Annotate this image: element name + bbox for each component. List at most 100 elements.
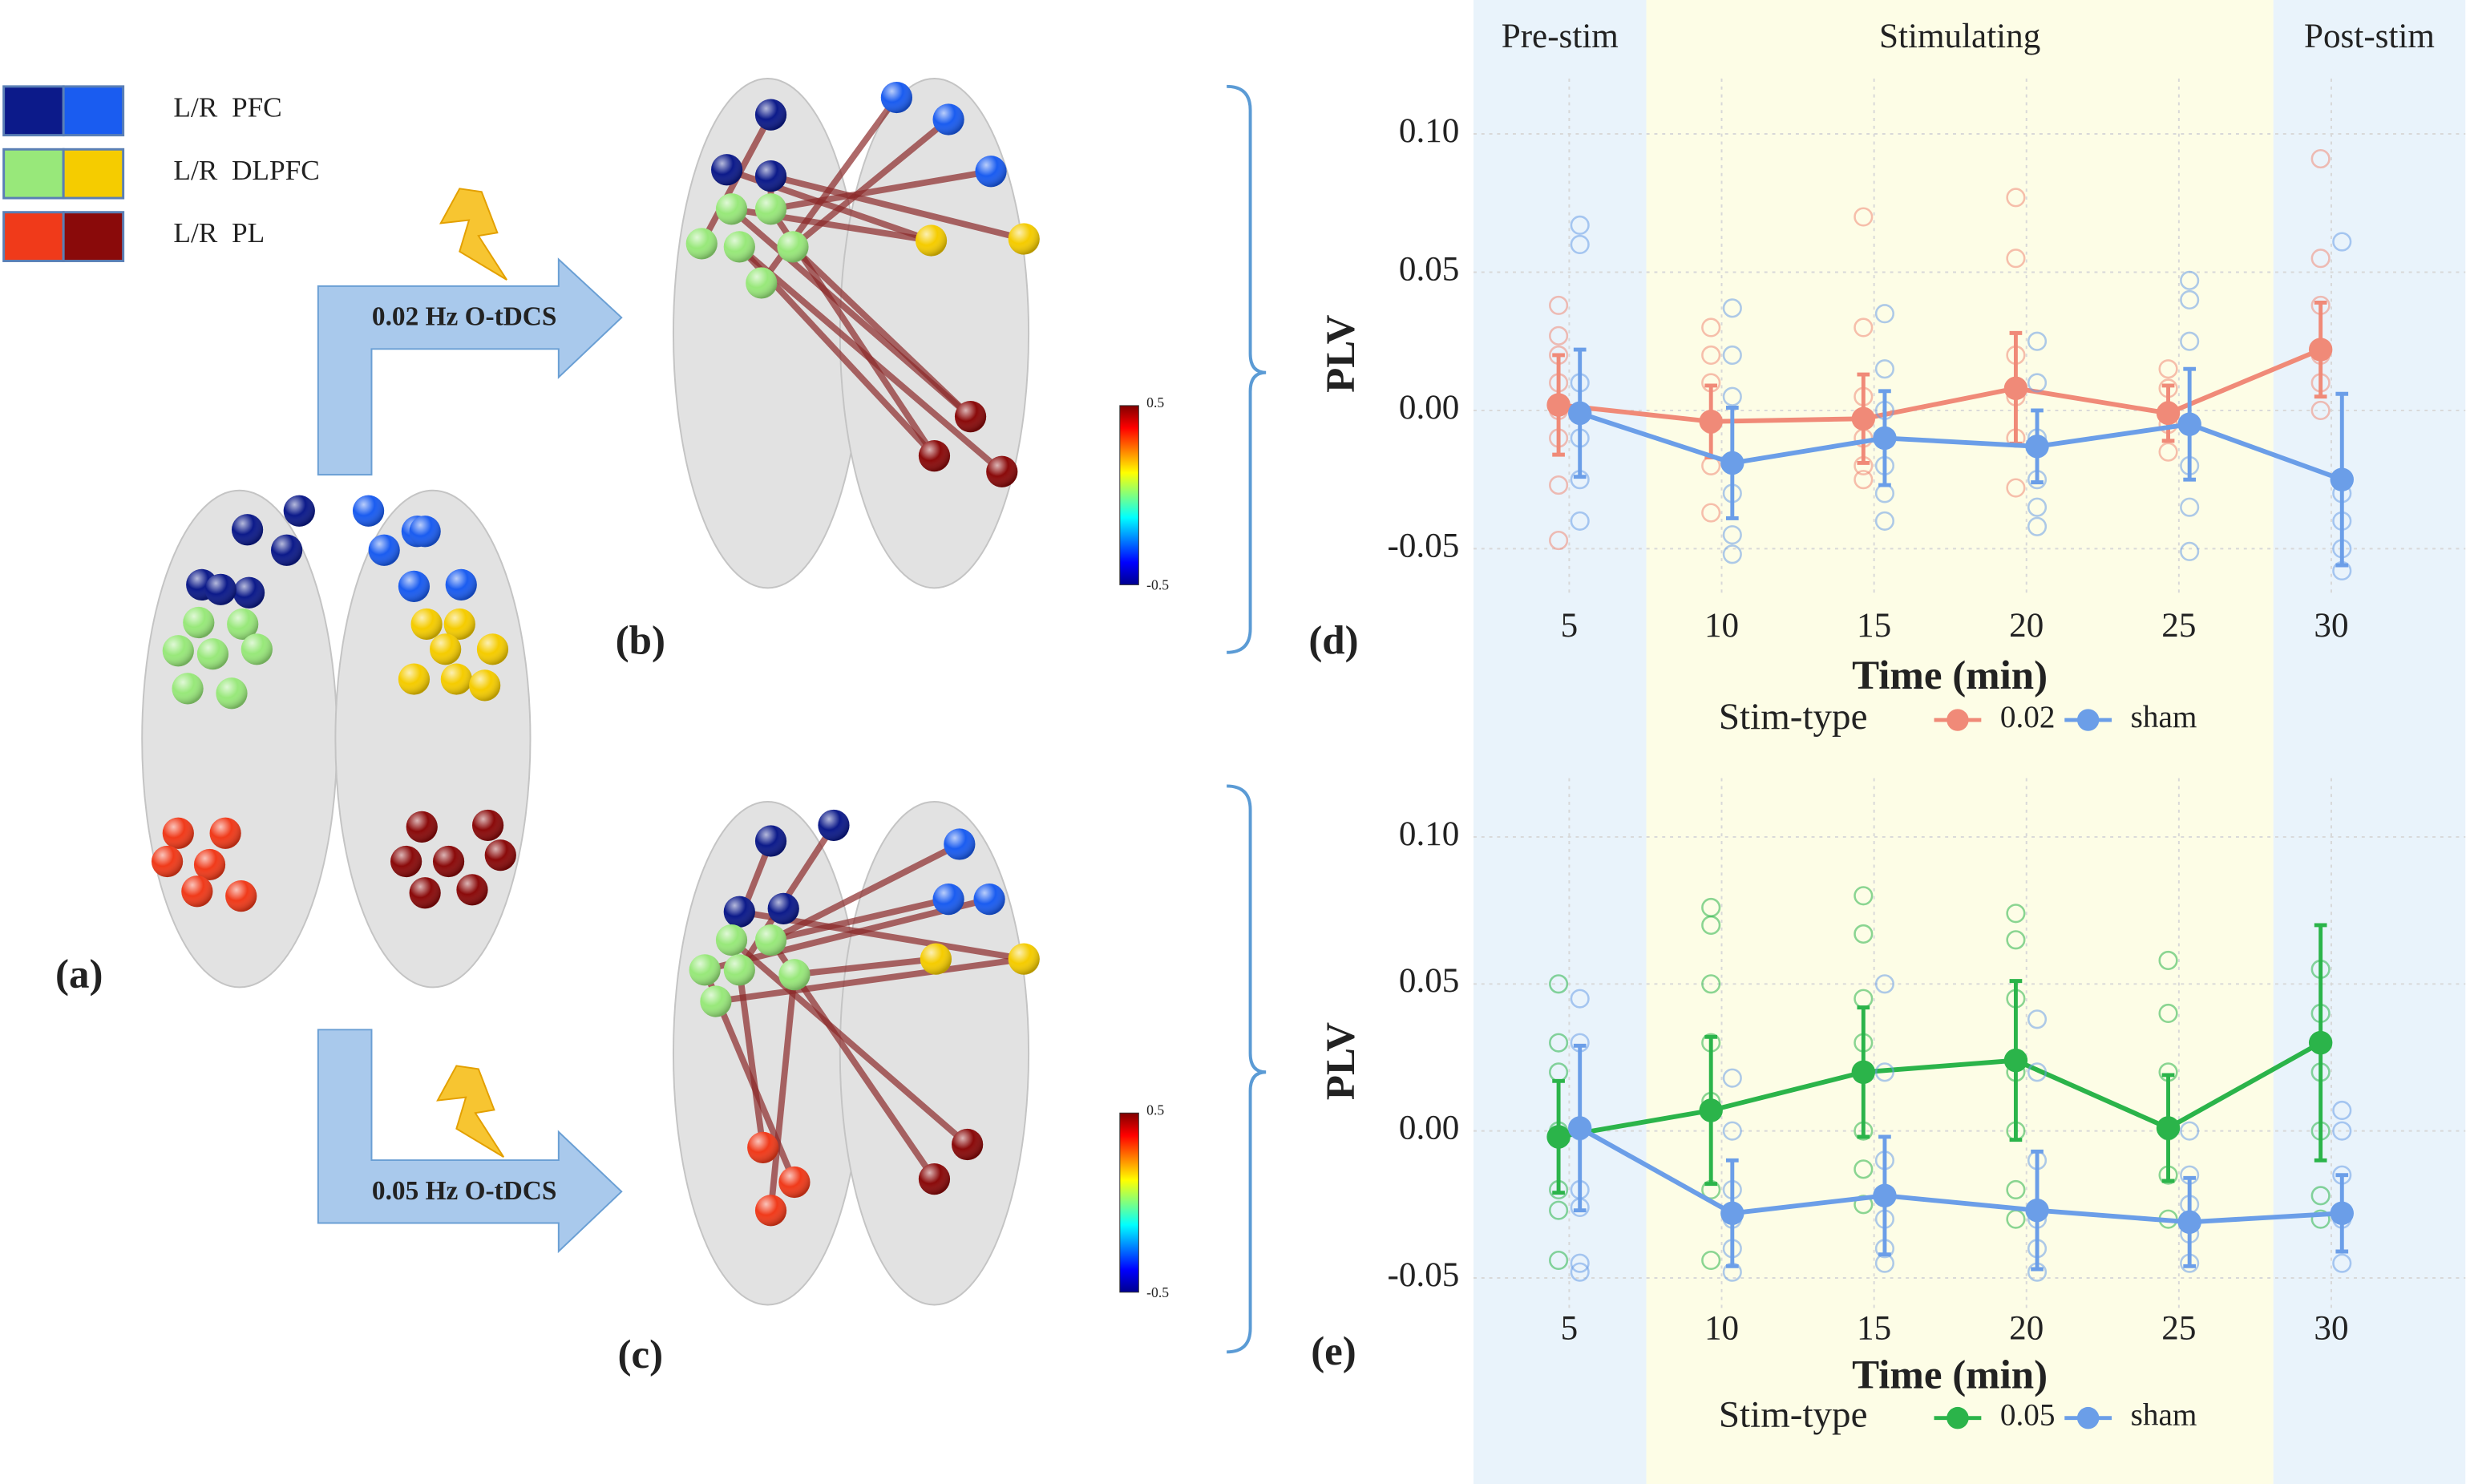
colorbar-tick: 0.5 bbox=[1146, 1102, 1164, 1118]
raw-point bbox=[1549, 974, 1569, 994]
raw-point bbox=[2027, 373, 2048, 393]
raw-point bbox=[2332, 1253, 2352, 1273]
node-shine bbox=[973, 883, 1005, 916]
node-shine bbox=[918, 1163, 951, 1195]
node-shine bbox=[398, 663, 431, 695]
connection bbox=[770, 896, 949, 944]
node-shine bbox=[471, 809, 504, 842]
node-shine bbox=[283, 495, 315, 527]
x-tick-label: 20 bbox=[2009, 1310, 2044, 1348]
node-shine bbox=[1008, 943, 1040, 975]
colorbar bbox=[1119, 405, 1139, 585]
raw-point bbox=[2027, 1009, 2048, 1029]
node-shine bbox=[915, 224, 948, 257]
mean-point bbox=[2308, 338, 2333, 362]
x-tick-label: 10 bbox=[1704, 607, 1739, 645]
raw-point bbox=[1570, 215, 1590, 235]
connection bbox=[770, 168, 992, 212]
node-shine bbox=[754, 193, 787, 225]
raw-point bbox=[1701, 1250, 1721, 1271]
raw-point bbox=[2180, 541, 2200, 561]
raw-point bbox=[1570, 1262, 1590, 1282]
node-shine bbox=[440, 663, 472, 695]
mean-point bbox=[1720, 451, 1744, 475]
legend-title: Stim-type bbox=[1719, 696, 1868, 738]
mean-point bbox=[1567, 1116, 1592, 1140]
raw-point bbox=[2027, 1062, 2048, 1082]
node-shine bbox=[209, 817, 241, 849]
hemisphere bbox=[334, 489, 532, 989]
raw-point bbox=[1549, 295, 1569, 315]
raw-point bbox=[1854, 207, 1874, 227]
node-shine bbox=[398, 570, 431, 602]
raw-point bbox=[1570, 234, 1590, 255]
hemisphere bbox=[672, 801, 863, 1306]
connection bbox=[790, 245, 973, 419]
raw-point bbox=[2180, 270, 2200, 290]
mean-point bbox=[1546, 393, 1571, 417]
period-band bbox=[1474, 0, 1647, 1484]
raw-point bbox=[2027, 331, 2048, 351]
legend-label: 0.05 bbox=[2000, 1398, 2056, 1433]
charts: 0.10 0.05 0.00 -0.05 5 10 15 20 25 30 0.02 sham Stim… bbox=[1308, 79, 2466, 1435]
node-shine bbox=[193, 848, 226, 881]
panel-label: (e) bbox=[1311, 1329, 1356, 1374]
node-shine bbox=[818, 809, 850, 842]
mean-point bbox=[2177, 412, 2201, 436]
node-shine bbox=[151, 845, 184, 878]
period-label: Pre-stim bbox=[1502, 18, 1619, 55]
x-tick-label: 5 bbox=[1561, 607, 1579, 645]
node-shine bbox=[920, 943, 952, 975]
x-tick-label: 10 bbox=[1704, 1310, 1739, 1348]
y-axis-label: PLV bbox=[1319, 1022, 1364, 1100]
x-tick-label: 25 bbox=[2161, 1310, 2196, 1348]
raw-point bbox=[2006, 249, 2026, 269]
mean-point bbox=[2003, 376, 2028, 401]
legend-swatch bbox=[2, 211, 65, 262]
raw-point bbox=[1549, 1250, 1569, 1271]
node-shine bbox=[409, 877, 441, 909]
x-tick-label: 25 bbox=[2161, 607, 2196, 645]
mean-point bbox=[2308, 1030, 2333, 1055]
raw-point bbox=[1722, 544, 1742, 564]
raw-point bbox=[2158, 1003, 2178, 1024]
raw-point bbox=[2006, 1179, 2026, 1200]
series-line bbox=[1579, 410, 2343, 482]
raw-point bbox=[2006, 904, 2026, 924]
node-shine bbox=[432, 845, 465, 878]
node-shine bbox=[204, 573, 236, 605]
legend-key bbox=[2076, 1406, 2100, 1429]
series-line bbox=[1558, 1041, 2322, 1139]
legend-label: sham bbox=[2131, 700, 2197, 734]
panel-label: (c) bbox=[617, 1332, 663, 1377]
y-tick-label: 0.10 bbox=[1399, 815, 1459, 853]
mean-point bbox=[2025, 1198, 2049, 1223]
colorbar-tick: 0.5 bbox=[1146, 394, 1164, 410]
y-tick-label: 0.10 bbox=[1399, 112, 1459, 150]
node-shine bbox=[754, 160, 787, 192]
legend-label: 0.02 bbox=[2000, 700, 2056, 734]
raw-point bbox=[1549, 1200, 1569, 1220]
node-shine bbox=[880, 81, 912, 114]
node-shine bbox=[778, 1166, 811, 1199]
legend-swatch bbox=[62, 148, 125, 200]
y-axis-label: PLV bbox=[1319, 314, 1364, 392]
lightning bbox=[436, 1065, 505, 1158]
y-tick-label: 0.00 bbox=[1399, 1110, 1459, 1147]
raw-point bbox=[1722, 298, 1742, 318]
mean-point bbox=[1699, 1098, 1723, 1122]
node-shine bbox=[443, 608, 475, 641]
raw-point bbox=[1854, 924, 1874, 944]
node-shine bbox=[986, 455, 1018, 487]
connection bbox=[770, 172, 1025, 242]
series-line bbox=[1558, 347, 2322, 424]
node-shine bbox=[975, 156, 1007, 188]
raw-point bbox=[1701, 503, 1721, 523]
raw-point bbox=[2310, 400, 2331, 421]
raw-point bbox=[2180, 497, 2200, 517]
arrow bbox=[317, 257, 623, 476]
mean-point bbox=[1567, 401, 1592, 426]
raw-point bbox=[1570, 1253, 1590, 1273]
raw-point bbox=[2158, 950, 2178, 971]
node-shine bbox=[754, 924, 787, 956]
